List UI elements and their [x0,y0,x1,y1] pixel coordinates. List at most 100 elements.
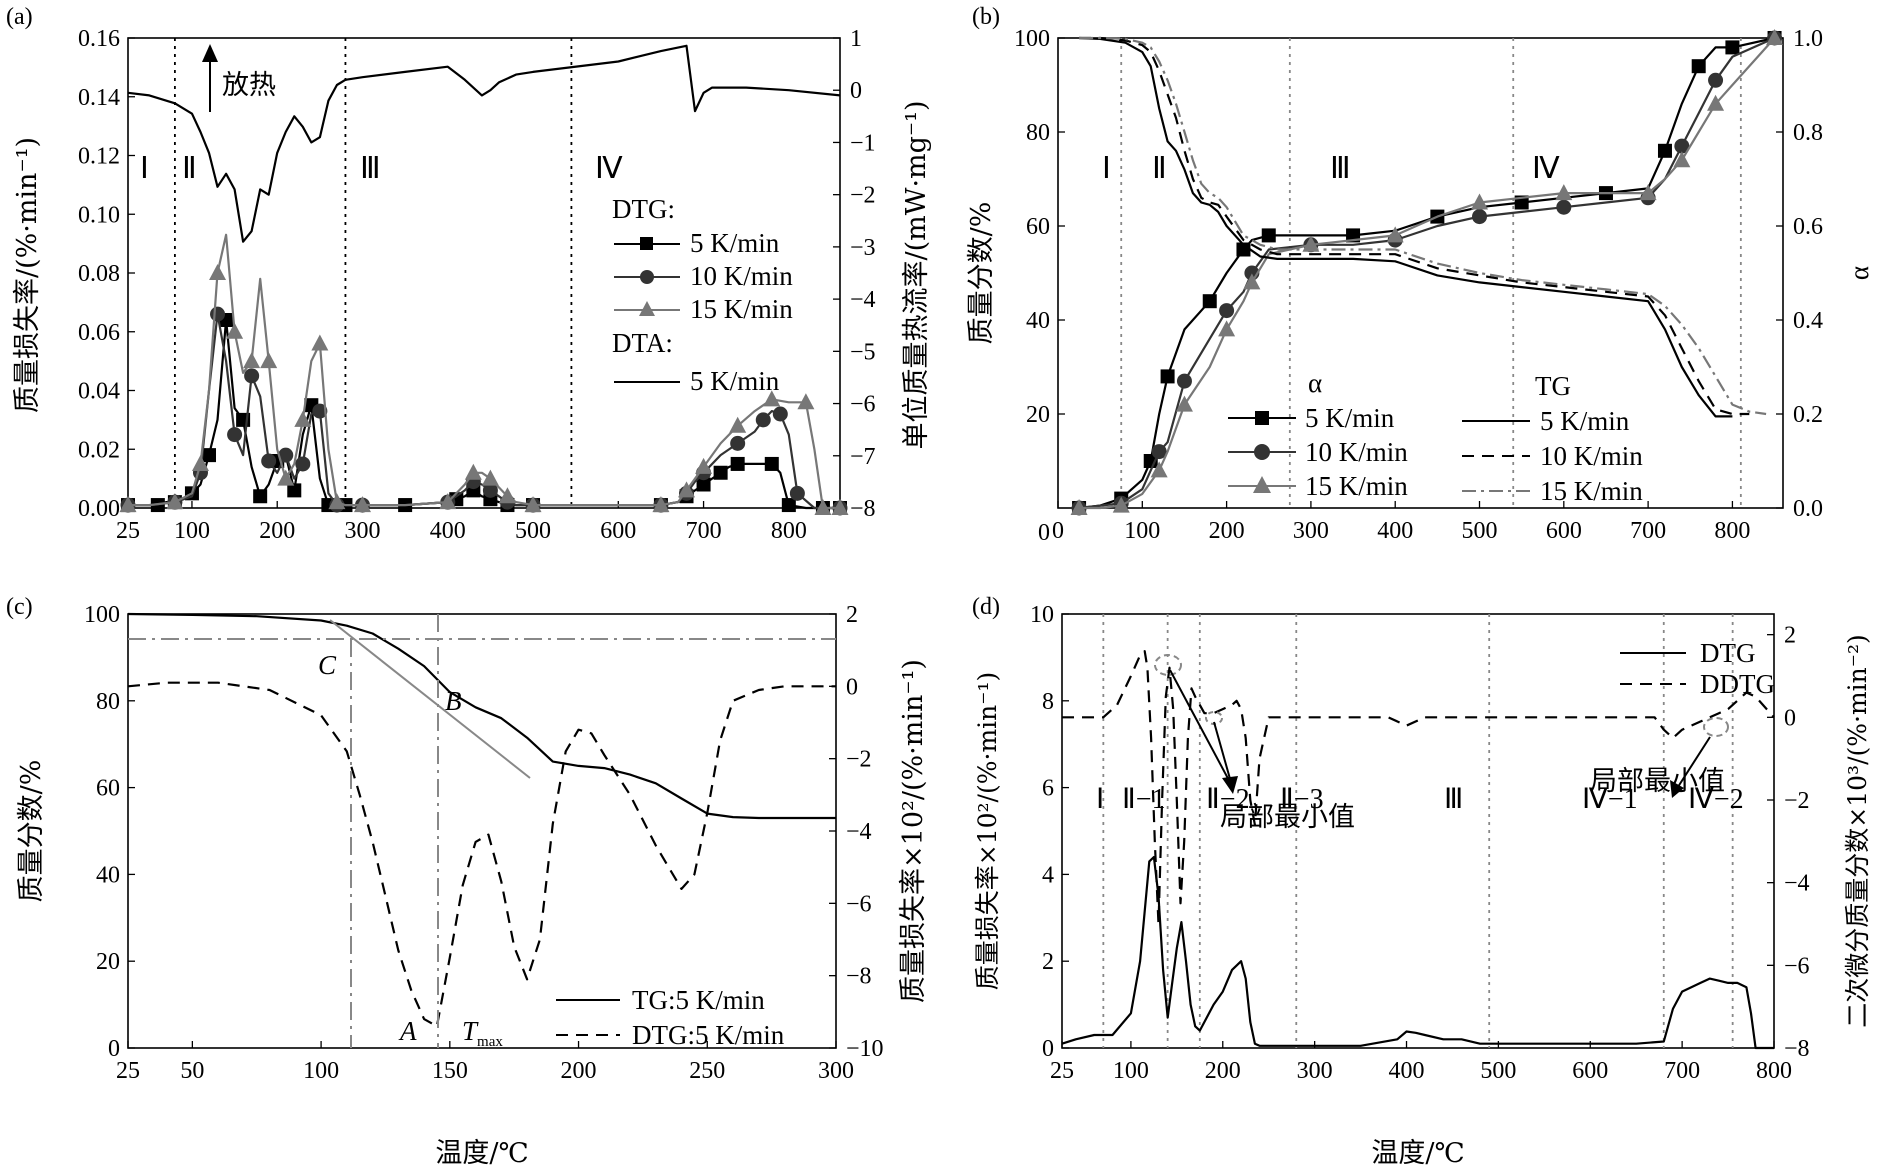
panel-d-region-5: Ⅲ [1444,784,1463,815]
y2-tick-label: −6 [850,392,876,418]
legend-d-label-ddtg: DDTG [1700,669,1775,699]
legend-b-alpha-label-10: 10 K/min [1305,437,1408,467]
legend-a-dta-title: DTA: [612,328,673,358]
y-tick-label: 2 [1042,949,1054,975]
y-tick-label: 40 [1026,308,1050,334]
data-point-marker [1112,496,1130,513]
data-point-marker [831,499,849,515]
y2-tick-label: 0.6 [1793,214,1823,240]
y2-tick-label: 0.0 [1793,496,1823,522]
series-line-1 [1062,650,1775,926]
panel-a-region-3: Ⅲ [360,152,381,185]
series-line-dtg-1 [128,313,840,510]
panel-d-y2label: 二次微分质量分数×10³/(%·min⁻²) [1843,634,1872,1027]
panel-a-y2label: 单位质量热流率/(mW·mg⁻¹) [901,100,932,449]
panel-d: (d) 25 100 200 300 400 500 600 700 800 0 2 4 6 8 10 2 0 −… [972,594,1872,1169]
data-point-marker [1302,235,1320,252]
panel-c-legend: TG:5 K/min DTG:5 K/min [556,985,785,1050]
data-point-marker [226,322,244,339]
panel-b: (b) 0 100 200 300 400 500 600 700 800 20 40 60 80 100… [966,4,1874,546]
legend-b-alpha-marker-15 [1253,476,1271,493]
legend-c-label-dtg: DTG:5 K/min [632,1020,785,1050]
y2-tick-label: −8 [846,964,872,990]
data-point-marker [312,403,328,419]
data-point-marker [789,485,805,501]
data-point-marker [328,493,346,510]
y-tick-label: 0.14 [78,85,120,111]
panel-a-region-1: Ⅰ [140,152,149,185]
data-point-marker [781,498,796,513]
x-tick-label: 200 [561,1058,597,1084]
data-point-marker [1070,499,1088,515]
data-point-marker [311,334,329,351]
data-point-marker [464,463,482,480]
y2-tick-label: −4 [846,819,872,845]
y2-tick-label: −6 [846,891,872,917]
y2-tick-label: −2 [850,183,876,209]
x-tick-label: 300 [1293,518,1329,544]
legend-a-marker-15 [639,301,655,316]
data-point-marker [1707,94,1725,111]
panel-a-ylabel: 质量损失率/(%·min⁻¹) [12,137,43,413]
y-tick-label: 60 [96,776,120,802]
panel-a-region-4: Ⅳ [595,152,623,185]
x-tick-label: 200 [259,518,295,544]
x-tick-label: 300 [818,1058,854,1084]
exotherm-arrowhead [202,44,218,62]
data-point-marker [696,477,711,492]
data-point-marker [1673,151,1691,168]
panel-d-region-7: Ⅳ−2 [1688,784,1744,815]
panel-d-region-4: Ⅱ−3 [1280,784,1324,815]
exotherm-label: 放热 [222,70,276,101]
data-point-marker [294,410,312,427]
series-line-1 [127,681,836,1028]
y2-tick-label: 0.8 [1793,120,1823,146]
data-point-marker [797,393,815,410]
local-min-circle-1 [1154,654,1182,676]
data-point-marker [1471,193,1489,210]
y-tick-label: 40 [96,862,120,888]
y-tick-label: 0.10 [78,202,120,228]
local-min-arrowhead-1 [1222,776,1238,794]
data-point-marker [481,469,499,486]
x-tick-label: 500 [1462,518,1498,544]
panel-d-legend: DTG DDTG [1620,638,1775,699]
y2-tick-label: −2 [846,747,872,773]
data-point-marker [652,496,670,513]
y-tick-label: 0.00 [78,496,120,522]
series-line-tg-4 [1079,36,1750,416]
point-a-label: A [398,1016,417,1046]
local-min-arrow-2 [1675,736,1711,791]
y2-tick-label: −4 [1784,871,1810,897]
data-point-marker [119,496,137,513]
panel-b-ylabel: 质量分数/% [966,202,997,345]
data-point-marker [1766,29,1784,45]
data-point-marker [287,483,302,498]
data-point-marker [763,390,781,407]
panel-d-label: (d) [972,594,1000,620]
data-point-marker [261,453,277,469]
y-tick-label: 0.06 [78,320,120,346]
panel-d-ylabel: 质量损失率×10²/(%·min⁻¹) [973,672,1002,990]
legend-b-tg-label-10: 10 K/min [1540,441,1643,471]
panel-d-region-6: Ⅳ−1 [1582,784,1638,815]
data-point-marker [227,427,243,443]
data-point-marker [353,496,371,513]
x-tick-label: 800 [1756,1058,1792,1084]
data-point-marker [1175,395,1193,412]
panel-d-region-3: Ⅱ−2 [1206,784,1250,815]
y-tick-label: 0.08 [78,261,120,287]
panel-c-ylabel: 质量分数/% [16,760,47,903]
legend-b-alpha-label-15: 15 K/min [1305,471,1408,501]
series-line-tg-5 [1079,36,1767,416]
point-c-label: C [318,650,337,680]
tmax-t: T [462,1016,479,1046]
y2-tick-label: −4 [850,287,876,313]
data-point-marker [1657,143,1672,158]
data-point-marker [755,412,771,428]
panel-a-region-2: Ⅱ [182,152,197,185]
y-tick-label: 0.04 [78,379,120,405]
data-point-marker [1708,72,1724,88]
x-tick-label: 0 [1052,518,1064,544]
